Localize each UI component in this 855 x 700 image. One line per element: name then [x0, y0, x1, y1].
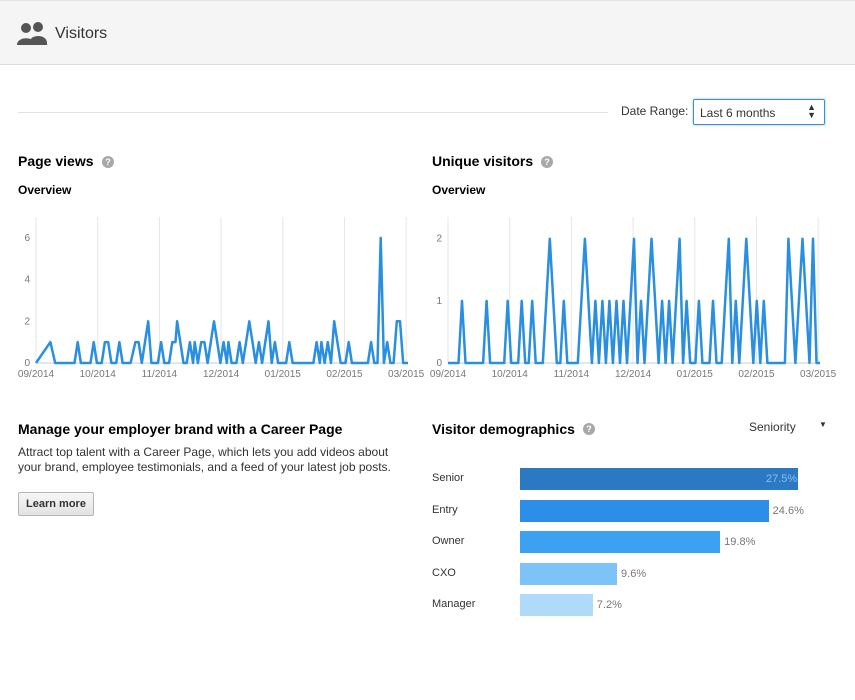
bar-value-label: 9.6%: [621, 567, 647, 580]
divider: [18, 112, 608, 113]
bar-value-label: 19.8%: [724, 536, 756, 548]
help-icon[interactable]: ?: [583, 423, 595, 435]
x-tick-label: 09/2014: [18, 369, 55, 380]
x-tick-label: 10/2014: [80, 369, 117, 380]
demographics-dropdown[interactable]: Seniority ▼: [749, 420, 827, 434]
page-views-subtitle: Overview: [18, 183, 72, 197]
y-tick-label: 0: [24, 358, 30, 369]
x-tick-label: 01/2015: [677, 369, 714, 380]
help-icon[interactable]: ?: [541, 156, 553, 168]
x-tick-label: 12/2014: [203, 369, 240, 380]
page-views-chart: 09/2014 10/2014 11/2014 12/2014 01/2015 02/20…: [18, 217, 425, 380]
learn-more-button[interactable]: Learn more: [18, 492, 94, 516]
career-page-description: Attract top talent with a Career Page, w…: [18, 445, 391, 474]
y-tick-label: 4: [24, 275, 30, 286]
x-tick-label: 02/2015: [738, 369, 775, 380]
unique-visitors-title: Unique visitors: [432, 153, 534, 169]
x-tick-label: 09/2014: [430, 369, 467, 380]
x-tick-label: 01/2015: [265, 369, 302, 380]
help-icon[interactable]: ?: [102, 156, 114, 168]
y-tick-label: 2: [436, 234, 442, 245]
date-range-select[interactable]: Last 6 months ▲ ▼: [693, 99, 825, 125]
page-views-title: Page views: [18, 153, 94, 169]
y-tick-label: 6: [24, 233, 30, 244]
y-tick-label: 2: [24, 316, 30, 327]
bar-label: Manager: [432, 598, 476, 610]
y-tick-label: 1: [436, 296, 442, 307]
series-line: [448, 237, 820, 365]
demographics-title: Visitor demographics: [432, 421, 575, 437]
bar-value-label: 24.6%: [772, 504, 804, 517]
caret-down-icon: ▼: [819, 420, 827, 429]
bar-label: Owner: [432, 535, 465, 547]
series-line: [34, 236, 408, 365]
x-tick-label: 12/2014: [615, 369, 652, 380]
bar-label: Entry: [432, 503, 458, 516]
bar[interactable]: [520, 562, 618, 585]
bar[interactable]: [520, 594, 593, 616]
bar-value-label: 27.5%: [766, 473, 798, 485]
date-range-value: Last 6 months: [700, 106, 776, 120]
x-tick-label: 02/2015: [326, 369, 363, 380]
y-tick-label: 0: [436, 358, 442, 369]
x-tick-label: 10/2014: [492, 369, 529, 380]
x-tick-label: 11/2014: [142, 369, 178, 380]
bar[interactable]: [520, 468, 798, 490]
career-page-title: Manage your employer brand with a Career…: [18, 421, 343, 437]
bar-label: CXO: [432, 566, 456, 579]
bar-value-label: 7.2%: [596, 599, 622, 611]
bar-label: Senior: [432, 472, 464, 484]
bar[interactable]: [520, 499, 769, 522]
page-header: Visitors: [0, 0, 855, 65]
users-icon: [17, 22, 47, 45]
page-title: Visitors: [55, 25, 108, 42]
unique-visitors-chart: 09/2014 10/2014 11/2014 12/2014 01/2015 02/20…: [430, 217, 837, 380]
x-tick-label: 03/2015: [800, 369, 837, 380]
x-tick-label: 11/2014: [554, 369, 590, 380]
select-arrows-icon: ▲ ▼: [807, 102, 816, 120]
demographics-dropdown-value: Seniority: [749, 420, 796, 434]
x-tick-label: 03/2015: [388, 369, 425, 380]
unique-visitors-subtitle: Overview: [432, 183, 486, 197]
date-range-label: Date Range:: [621, 104, 689, 118]
bar[interactable]: [520, 531, 721, 553]
